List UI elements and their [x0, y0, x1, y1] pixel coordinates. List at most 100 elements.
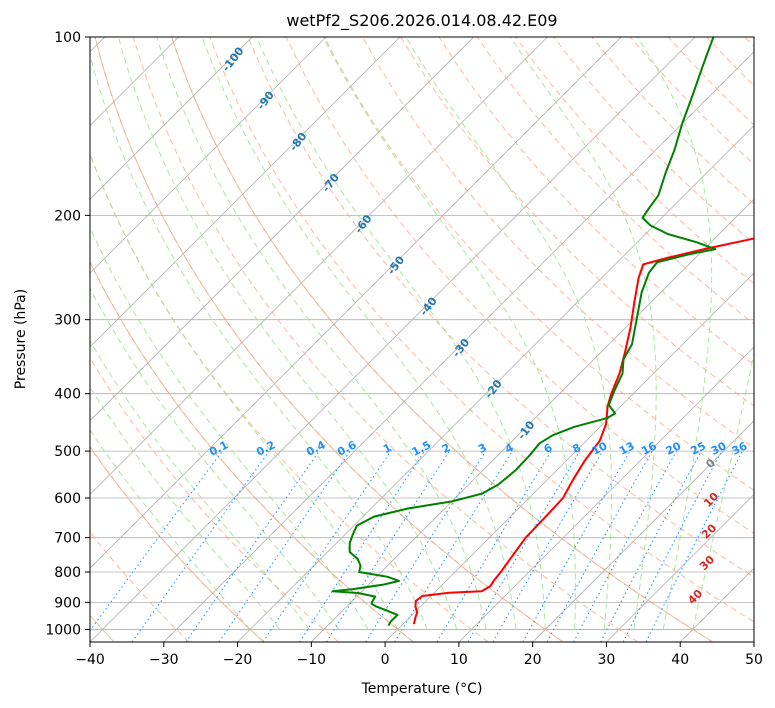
dry-adiabat-line [667, 37, 754, 126]
isotherm-line [606, 493, 754, 642]
x-tick-label: 0 [381, 652, 390, 668]
dry-adiabat-line [362, 37, 754, 449]
moist-adiabat-line [90, 429, 251, 630]
mixing-ratio-lines [90, 450, 743, 642]
x-tick-label: −10 [297, 652, 327, 668]
isotherm-line [311, 198, 754, 642]
dry-adiabat-line [476, 37, 754, 325]
x-tick-label: 20 [524, 652, 542, 668]
y-tick-label: 200 [54, 208, 81, 224]
dry-adiabats [90, 37, 754, 642]
x-tick-label: 40 [671, 652, 689, 668]
background-adiabat [94, 37, 564, 642]
mixing-ratio-line [299, 450, 426, 642]
moist-adiabat-line [90, 226, 369, 630]
mixing-ratio-line [394, 450, 513, 642]
y-tick-label: 100 [54, 30, 81, 46]
dry-adiabat-label: -70 [320, 171, 343, 195]
moist-adiabat-label: 20 [699, 521, 719, 541]
y-tick-label: 1000 [45, 622, 81, 638]
x-axis-label: Temperature (°C) [361, 681, 483, 697]
moist-adiabat-label: 30 [697, 553, 717, 573]
isobar-grid [90, 37, 754, 630]
moist-adiabat-line [90, 386, 280, 630]
mixing-ratio-label: 1 [381, 441, 394, 456]
mixing-ratio-line [467, 450, 581, 642]
temperature-profile-line [412, 237, 754, 625]
isotherm-line [90, 37, 696, 642]
dry-adiabat-label: -10 [515, 418, 538, 442]
dry-adiabat-line [706, 37, 754, 87]
dry-adiabat-line [515, 37, 754, 285]
dry-adiabat-label: -50 [385, 253, 408, 277]
moist-adiabat-line [117, 37, 458, 630]
dry-adiabat-label: -90 [254, 88, 277, 112]
plot-frame [89, 36, 755, 643]
isotherm-line [90, 37, 253, 200]
mixing-ratio-line [262, 450, 392, 642]
mixing-ratio-label: 20 [664, 439, 684, 458]
dry-adiabat-line [591, 37, 754, 205]
moist-adiabat-line [156, 37, 487, 630]
isotherm-line [90, 37, 622, 569]
moist-adiabats [90, 37, 754, 630]
dry-adiabat-line [94, 37, 564, 642]
moist-adiabat-line [509, 37, 657, 630]
dry-adiabat-line [90, 152, 489, 642]
mixing-ratio-label: 13 [617, 439, 637, 458]
isotherm-line [532, 420, 754, 642]
isotherm-line [458, 346, 754, 642]
background-adiabat [90, 446, 265, 642]
moist-adiabat-line [692, 350, 754, 630]
x-axis-ticks: −40 −30 −20 −10 0 10 20 30 40 50 [75, 642, 763, 668]
mixing-ratio-label: 8 [570, 441, 583, 456]
moist-adiabat-line [322, 37, 576, 630]
y-tick-label: 300 [54, 313, 81, 329]
isotherm-line [90, 37, 474, 422]
background-adiabat [90, 260, 414, 642]
dry-adiabat-line [247, 37, 754, 578]
mixing-ratio-label: 2 [440, 441, 453, 456]
y-axis-label: Pressure (hPa) [13, 289, 29, 389]
moist-adiabat-label: 40 [685, 587, 705, 607]
y-axis-ticks: 100 200 300 400 500 600 700 800 900 1000 [45, 30, 90, 638]
dry-adiabat-label: -100 [219, 44, 246, 74]
x-tick-label: 50 [745, 652, 763, 668]
x-tick-label: 30 [598, 652, 616, 668]
mixing-ratio-line [218, 450, 351, 642]
y-tick-label: 800 [54, 565, 81, 581]
moist-adiabat-line [201, 37, 517, 630]
dry-adiabat-label: -20 [482, 377, 505, 401]
mixing-ratio-line [436, 450, 552, 642]
isotherm-line [679, 567, 754, 642]
mixing-ratio-label: 0.2 [254, 438, 277, 458]
isotherm-grid [90, 37, 754, 642]
moist-adiabat-line [90, 53, 428, 630]
plot-area [90, 37, 754, 642]
mixing-ratio-label: 6 [542, 441, 555, 456]
moist-adiabat-line [90, 339, 310, 630]
dewpoint-profile-line [331, 37, 717, 627]
isotherm-line [237, 124, 754, 642]
mixing-ratio-label: 30 [709, 439, 729, 458]
y-tick-label: 400 [54, 387, 81, 403]
mixing-ratio-line [645, 450, 743, 642]
isotherm-line [90, 37, 401, 348]
isotherm-line [753, 641, 754, 642]
mixing-ratio-line [131, 450, 270, 642]
mixing-ratio-line [185, 450, 320, 642]
mixing-ratio-label: 3 [476, 441, 489, 456]
mixing-ratio-label: 25 [688, 439, 708, 458]
y-tick-label: 900 [54, 595, 81, 611]
mixing-ratio-label: 0.1 [207, 438, 230, 458]
mixing-ratio-label: 0.6 [335, 438, 359, 459]
isotherm-line [90, 37, 548, 496]
x-tick-label: 10 [450, 652, 468, 668]
x-tick-label: −20 [223, 652, 253, 668]
y-tick-label: 600 [54, 491, 81, 507]
dry-adiabat-line [209, 37, 754, 623]
moist-adiabat-line [90, 287, 340, 630]
dry-adiabat-line [438, 37, 754, 366]
x-tick-label: −40 [75, 652, 105, 668]
